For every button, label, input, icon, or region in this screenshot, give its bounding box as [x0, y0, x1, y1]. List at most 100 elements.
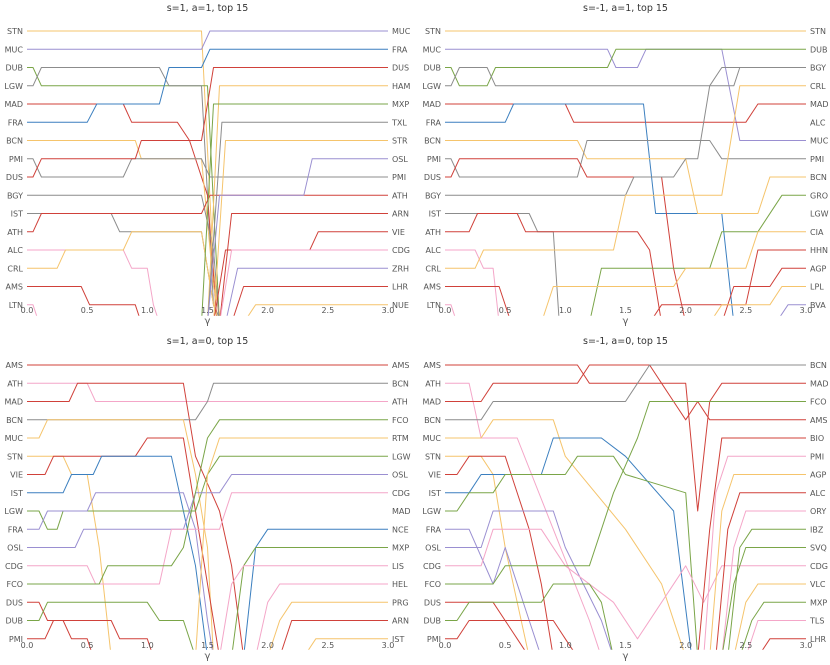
series-line-osl: [207, 158, 388, 316]
right-rank-label: TXL: [391, 118, 407, 127]
right-rank-label: PMI: [810, 452, 824, 461]
right-rank-label: MXP: [810, 598, 827, 607]
series-line-pmi: [27, 158, 388, 178]
series-line-bio: [697, 437, 806, 650]
series-line-zrh: [226, 267, 388, 316]
series-lines: [445, 364, 806, 650]
series-lines: [27, 364, 388, 650]
series-line-fco: [445, 401, 806, 585]
left-rank-label: LGW: [422, 507, 441, 516]
series-line-ham: [207, 85, 388, 316]
series-line-ath: [445, 382, 600, 650]
right-rank-label: GRO: [810, 191, 828, 200]
left-rank-label: DUB: [5, 64, 23, 73]
x-tick-label: 0.5: [81, 641, 94, 650]
left-rank-label: CDG: [423, 562, 441, 571]
series-line-cdg: [27, 492, 388, 585]
left-rank-label: FRA: [426, 525, 442, 534]
series-line-ath: [27, 382, 388, 402]
series-line-bgy: [445, 67, 806, 196]
right-rank-label: AGP: [810, 264, 827, 273]
right-rank-label: BVA: [810, 301, 826, 310]
right-rank-label: BCN: [810, 173, 827, 182]
left-rank-label: ALC: [425, 246, 441, 255]
right-rank-label: LIS: [392, 562, 404, 571]
series-line-mxp: [741, 601, 806, 650]
left-rank-label: CRL: [7, 264, 23, 273]
x-tick-label: 1.0: [141, 306, 154, 315]
series-line-fra: [445, 528, 540, 650]
left-rank-label: BCN: [424, 137, 441, 146]
series-line-stn: [445, 455, 529, 650]
right-rank-label: MAD: [392, 507, 411, 516]
x-tick-label: 3.0: [800, 641, 813, 650]
series-line-ist: [445, 437, 692, 650]
right-rank-label: MXP: [392, 100, 409, 109]
series-line-mxp: [201, 103, 388, 316]
x-tick-label: 0.0: [21, 306, 34, 315]
left-rank-label: IST: [429, 210, 441, 219]
right-rank-label: LHR: [392, 283, 408, 292]
left-rank-label: MAD: [4, 398, 23, 407]
series-line-tls: [747, 620, 806, 650]
right-rank-label: SVQ: [810, 544, 827, 553]
x-tick-label: 2.5: [321, 306, 334, 315]
left-rank-label: DUB: [5, 617, 23, 626]
right-rank-label: NUE: [392, 301, 409, 310]
right-rank-label: IBZ: [810, 525, 824, 534]
series-line-fra: [27, 48, 388, 123]
series-line-alc: [715, 492, 806, 650]
right-rank-label: FCO: [810, 398, 826, 407]
chart-panel-4: s=-1, a=0, top 15 AMS ATH MAD BCN MUC STN VIE IS…: [422, 336, 828, 662]
x-tick-label: 0.0: [21, 641, 34, 650]
left-rank-label: CRL: [425, 264, 441, 273]
right-rank-label: HEL: [392, 580, 408, 589]
series-line-str: [213, 140, 388, 316]
x-tick-label: 0.0: [439, 306, 452, 315]
left-rank-label: MAD: [4, 100, 23, 109]
series-line-mad: [445, 103, 806, 123]
series-line-pmi_r: [703, 455, 806, 650]
x-tick-label: 2.5: [739, 306, 752, 315]
series-line-bva: [780, 304, 806, 316]
x-tick-label: 2.0: [679, 306, 692, 315]
left-rank-label: LGW: [4, 507, 23, 516]
left-rank-label: STN: [425, 27, 441, 36]
chart-panel-1: s=1, a=1, top 15 STN MUC DUB LGW MAD FRA BCN PMI…: [4, 3, 410, 327]
series-line-ist: [27, 455, 208, 650]
series-line-dub: [27, 67, 220, 316]
series-line-pmi: [27, 620, 152, 650]
right-rank-label: AMS: [392, 361, 409, 370]
series-line-osl: [445, 510, 612, 650]
x-tick-label: 2.0: [679, 641, 692, 650]
series-line-bgy: [27, 194, 220, 316]
left-rank-label: FCO: [7, 580, 23, 589]
series-line-vie: [214, 231, 388, 316]
series-line-crl: [27, 231, 218, 316]
right-rank-label: ARN: [392, 210, 409, 219]
series-line-lhr: [762, 638, 806, 650]
series-line-muc: [27, 30, 388, 50]
right-rank-label: FCO: [392, 416, 408, 425]
right-rank-label: MAD: [810, 379, 829, 388]
right-rank-label: CDG: [392, 489, 410, 498]
left-rank-label: STN: [425, 452, 441, 461]
right-rank-label: IST: [392, 635, 404, 644]
left-rank-label: FCO: [425, 580, 441, 589]
left-rank-label: MUC: [423, 45, 442, 54]
left-rank-label: ALC: [7, 246, 23, 255]
left-rank-label: IST: [429, 489, 441, 498]
left-rank-label: MUC: [423, 434, 442, 443]
series-line-fco: [27, 419, 388, 585]
left-rank-label: DUB: [423, 617, 441, 626]
right-rank-label: STN: [810, 27, 826, 36]
series-line-vie: [445, 455, 553, 650]
series-line-gro: [590, 194, 806, 316]
series-line-agp: [709, 474, 806, 650]
series-line-lis: [220, 565, 388, 650]
right-rank-label: MUC: [392, 27, 411, 36]
series-line-cia: [543, 231, 806, 316]
left-rank-label: BCN: [6, 137, 23, 146]
left-rank-label: BGY: [7, 191, 23, 200]
right-rank-label: BGY: [810, 64, 826, 73]
